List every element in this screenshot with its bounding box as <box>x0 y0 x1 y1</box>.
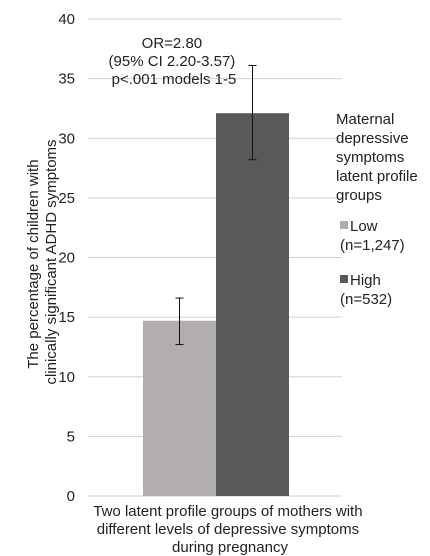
y-tick-label: 10 <box>58 369 75 386</box>
bar-high <box>216 113 289 497</box>
x-axis-title-line-1: Two latent profile groups of mothers wit… <box>93 503 362 520</box>
x-axis-title: Two latent profile groups of mothers wit… <box>93 503 366 556</box>
x-axis-title-line-2: different levels of depressive symptoms <box>97 521 359 538</box>
legend-title-line-5: groups <box>336 187 382 204</box>
y-tick-label: 0 <box>67 488 75 505</box>
legend: Maternal depressive symptoms latent prof… <box>336 111 422 308</box>
odds-ratio-annotation: OR=2.80 (95% CI 2.20-3.57) p<.001 models… <box>109 35 240 88</box>
error-bar-high <box>248 65 257 161</box>
legend-label-high-line-1: High <box>350 272 381 289</box>
legend-label-high: High (n=532) <box>340 272 392 308</box>
legend-label-low: Low (n=1,247) <box>340 218 405 254</box>
y-tick-label: 40 <box>58 11 75 28</box>
legend-title-line-4: latent profile <box>336 168 418 185</box>
annotation-line-2: (95% CI 2.20-3.57) <box>109 53 236 70</box>
y-axis-title: The percentage of children with clinical… <box>25 139 60 384</box>
legend-swatch-low <box>340 221 348 229</box>
y-axis-ticks: 0 5 10 15 20 25 30 35 40 <box>58 11 75 505</box>
legend-label-high-line-2: (n=532) <box>340 291 392 308</box>
annotation-line-3: p<.001 models 1-5 <box>112 71 237 88</box>
bar-low <box>143 320 216 496</box>
y-tick-label: 30 <box>58 130 75 147</box>
error-bars <box>175 65 257 346</box>
y-tick-label: 15 <box>58 309 75 326</box>
legend-title-line-2: depressive <box>336 130 409 147</box>
legend-label-low-line-1: Low <box>350 218 378 235</box>
y-tick-label: 20 <box>58 250 75 267</box>
y-tick-label: 25 <box>58 190 75 207</box>
legend-label-low-line-2: (n=1,247) <box>340 237 405 254</box>
legend-title-line-1: Maternal <box>336 111 394 128</box>
legend-title: Maternal depressive symptoms latent prof… <box>336 111 422 204</box>
legend-title-line-3: symptoms <box>336 149 404 166</box>
y-tick-label: 35 <box>58 71 75 88</box>
x-axis-title-line-3: during pregnancy <box>172 539 288 556</box>
gridlines <box>88 18 342 497</box>
legend-swatch-high <box>340 275 348 283</box>
bars <box>143 113 289 497</box>
y-axis-title-line-2: clinically significant ADHD symptoms <box>43 139 60 384</box>
y-tick-label: 5 <box>67 428 75 445</box>
y-axis-title-line-1: The percentage of children with <box>25 159 42 368</box>
error-bar-low <box>175 297 184 346</box>
annotation-line-1: OR=2.80 <box>142 35 202 52</box>
